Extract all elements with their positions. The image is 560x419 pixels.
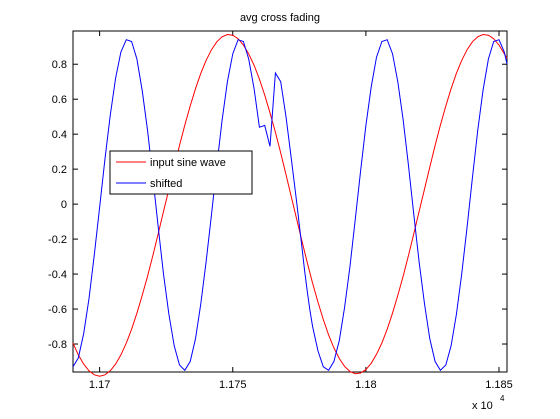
legend: input sine wave shifted — [109, 150, 253, 195]
x-tick-label: 1.17 — [89, 379, 110, 391]
plot-area — [72, 30, 508, 373]
series-line-shifted — [72, 39, 508, 372]
series-layer — [72, 33, 508, 377]
x-axis: 1.17 1.175 1.18 1.185 — [89, 31, 513, 391]
x-tick-label: 1.175 — [219, 379, 247, 391]
y-tick-label: 0 — [61, 199, 67, 211]
x-multiplier-label: x 10 — [472, 400, 493, 412]
y-tick-label: 0.8 — [52, 59, 67, 71]
y-tick-label: -0.4 — [48, 269, 67, 281]
y-axis: -0.8 -0.6 -0.4 -0.2 0 0.2 0.4 0.6 0.8 — [48, 59, 507, 351]
chart-title: avg cross fading — [240, 12, 320, 24]
chart-title-text: avg cross fading — [240, 12, 320, 24]
y-tick-label: -0.2 — [48, 234, 67, 246]
legend-label-shifted: shifted — [150, 178, 182, 190]
legend-box — [109, 150, 253, 195]
x-tick-label: 1.185 — [485, 379, 513, 391]
legend-label-input-sine-wave: input sine wave — [150, 157, 226, 169]
y-tick-label: 0.2 — [52, 164, 67, 176]
y-tick-label: 0.6 — [52, 94, 67, 106]
x-multiplier: x 10 4 — [472, 394, 505, 412]
y-tick-label: -0.6 — [48, 304, 67, 316]
x-multiplier-exponent: 4 — [500, 394, 505, 403]
y-tick-label: -0.8 — [48, 339, 67, 351]
x-tick-label: 1.18 — [355, 379, 376, 391]
series-line-input-sine-wave — [72, 33, 508, 377]
y-tick-label: 0.4 — [52, 129, 67, 141]
